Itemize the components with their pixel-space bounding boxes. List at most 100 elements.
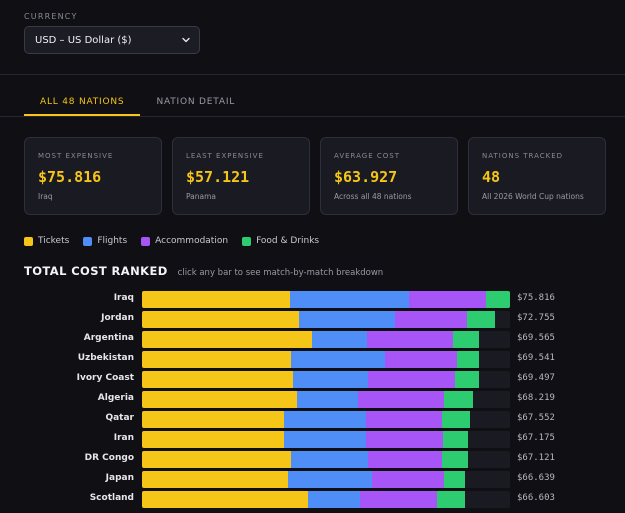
bar-row-iraq[interactable]: Iraq $75.816 bbox=[0, 291, 625, 308]
bar-segment-tickets[interactable] bbox=[142, 371, 294, 388]
bar-value-label: $75.816 bbox=[517, 293, 555, 303]
bar-segment-flights[interactable] bbox=[291, 351, 386, 368]
bar-segment-accommodation[interactable] bbox=[394, 311, 467, 328]
bar-track[interactable] bbox=[142, 451, 510, 468]
card-sub: Panama bbox=[186, 192, 217, 201]
bar-segment-accommodation[interactable] bbox=[372, 471, 445, 488]
bar-value-label: $72.755 bbox=[517, 313, 555, 323]
bar-segment-accommodation[interactable] bbox=[367, 331, 454, 348]
bar-track[interactable] bbox=[142, 291, 510, 308]
bar-row-argentina[interactable]: Argentina $69.565 bbox=[0, 331, 625, 348]
bar-track[interactable] bbox=[142, 311, 510, 328]
bar-segment-accommodation[interactable] bbox=[357, 391, 444, 408]
bar-value-label: $68.219 bbox=[517, 393, 555, 403]
bar-track[interactable] bbox=[142, 331, 510, 348]
bar-segment-accommodation[interactable] bbox=[366, 411, 443, 428]
bar-segment-tickets[interactable] bbox=[142, 311, 299, 328]
bar-segment-food-drinks[interactable] bbox=[442, 411, 470, 428]
legend-item-accommodation: Accommodation bbox=[141, 236, 228, 246]
bar-segment-tickets[interactable] bbox=[142, 491, 308, 508]
bar-segment-tickets[interactable] bbox=[142, 451, 292, 468]
bar-row-algeria[interactable]: Algeria $68.219 bbox=[0, 391, 625, 408]
bar-segment-food-drinks[interactable] bbox=[443, 391, 473, 408]
legend-swatch bbox=[83, 236, 93, 246]
bar-segment-flights[interactable] bbox=[311, 331, 368, 348]
bar-segment-accommodation[interactable] bbox=[408, 291, 486, 308]
bar-row-scotland[interactable]: Scotland $66.603 bbox=[0, 491, 625, 508]
bar-segment-flights[interactable] bbox=[297, 391, 358, 408]
bar-segment-tickets[interactable] bbox=[142, 291, 290, 308]
currency-select[interactable]: USD – US Dollar ($) bbox=[24, 26, 200, 54]
card-sub: Across all 48 nations bbox=[334, 192, 412, 201]
card-nations-tracked: NATIONS TRACKED 48 All 2026 World Cup na… bbox=[468, 137, 606, 215]
bar-row-jordan[interactable]: Jordan $72.755 bbox=[0, 311, 625, 328]
bar-segment-flights[interactable] bbox=[291, 451, 369, 468]
bar-segment-tickets[interactable] bbox=[142, 391, 298, 408]
bar-segment-tickets[interactable] bbox=[142, 471, 288, 488]
bar-segment-food-drinks[interactable] bbox=[441, 451, 468, 468]
tabs-divider bbox=[0, 116, 625, 117]
bar-segment-flights[interactable] bbox=[293, 371, 368, 388]
bar-segment-accommodation[interactable] bbox=[385, 351, 458, 368]
bar-segment-flights[interactable] bbox=[284, 411, 367, 428]
bar-row-dr-congo[interactable]: DR Congo $67.121 bbox=[0, 451, 625, 468]
section-title: TOTAL COST RANKED bbox=[24, 264, 168, 278]
bar-segment-flights[interactable] bbox=[284, 431, 366, 448]
bar-track[interactable] bbox=[142, 431, 510, 448]
bar-value-label: $69.565 bbox=[517, 333, 555, 343]
bar-segment-tickets[interactable] bbox=[142, 331, 312, 348]
legend-swatch bbox=[141, 236, 151, 246]
bar-segment-food-drinks[interactable] bbox=[443, 431, 468, 448]
chevron-down-icon bbox=[182, 37, 190, 43]
bar-segment-tickets[interactable] bbox=[142, 431, 285, 448]
bar-segment-tickets[interactable] bbox=[142, 351, 292, 368]
legend-label: Food & Drinks bbox=[256, 236, 320, 246]
tab-nation-detail[interactable]: NATION DETAIL bbox=[156, 97, 236, 107]
bar-segment-flights[interactable] bbox=[287, 471, 373, 488]
bar-row-qatar[interactable]: Qatar $67.552 bbox=[0, 411, 625, 428]
bar-segment-accommodation[interactable] bbox=[360, 491, 437, 508]
legend-label: Flights bbox=[97, 236, 128, 246]
bar-track[interactable] bbox=[142, 491, 510, 508]
bar-label: Iran bbox=[113, 433, 134, 443]
bar-segment-flights[interactable] bbox=[298, 311, 395, 328]
legend-swatch bbox=[24, 236, 33, 246]
legend-label: Accommodation bbox=[155, 236, 229, 246]
bar-row-japan[interactable]: Japan $66.639 bbox=[0, 471, 625, 488]
bar-segment-food-drinks[interactable] bbox=[455, 371, 480, 388]
bar-segment-flights[interactable] bbox=[289, 291, 409, 308]
section-header: TOTAL COST RANKED click any bar to see m… bbox=[24, 264, 383, 278]
bar-segment-food-drinks[interactable] bbox=[453, 331, 480, 348]
bar-track[interactable] bbox=[142, 391, 510, 408]
bar-label: Jordan bbox=[101, 313, 134, 323]
bar-track[interactable] bbox=[142, 471, 510, 488]
bar-segment-flights[interactable] bbox=[307, 491, 361, 508]
card-sub: All 2026 World Cup nations bbox=[482, 192, 584, 201]
bar-value-label: $69.541 bbox=[517, 353, 555, 363]
bar-value-label: $67.175 bbox=[517, 433, 555, 443]
bar-segment-food-drinks[interactable] bbox=[444, 471, 466, 488]
legend-item-tickets: Tickets bbox=[24, 236, 69, 246]
bar-segment-food-drinks[interactable] bbox=[457, 351, 480, 368]
bar-segment-accommodation[interactable] bbox=[367, 371, 456, 388]
bar-row-iran[interactable]: Iran $67.175 bbox=[0, 431, 625, 448]
legend-item-food-drinks: Food & Drinks bbox=[242, 236, 319, 246]
bar-segment-tickets[interactable] bbox=[142, 411, 285, 428]
bar-segment-food-drinks[interactable] bbox=[466, 311, 495, 328]
card-label: NATIONS TRACKED bbox=[482, 152, 564, 160]
legend-label: Tickets bbox=[38, 236, 70, 246]
bar-track[interactable] bbox=[142, 371, 510, 388]
bar-segment-food-drinks[interactable] bbox=[485, 291, 510, 308]
bar-row-uzbekistan[interactable]: Uzbekistan $69.541 bbox=[0, 351, 625, 368]
legend-swatch bbox=[242, 236, 252, 246]
bar-segment-accommodation[interactable] bbox=[365, 431, 444, 448]
card-average-cost: AVERAGE COST $63.927 Across all 48 natio… bbox=[320, 137, 458, 215]
stat-cards: MOST EXPENSIVE $75.816 Iraq LEAST EXPENS… bbox=[24, 137, 606, 215]
tab-all-nations[interactable]: ALL 48 NATIONS bbox=[24, 92, 141, 116]
bar-segment-accommodation[interactable] bbox=[368, 451, 442, 468]
bar-track[interactable] bbox=[142, 411, 510, 428]
bar-track[interactable] bbox=[142, 351, 510, 368]
bar-segment-food-drinks[interactable] bbox=[436, 491, 466, 508]
bar-row-ivory-coast[interactable]: Ivory Coast $69.497 bbox=[0, 371, 625, 388]
card-label: LEAST EXPENSIVE bbox=[186, 152, 264, 160]
